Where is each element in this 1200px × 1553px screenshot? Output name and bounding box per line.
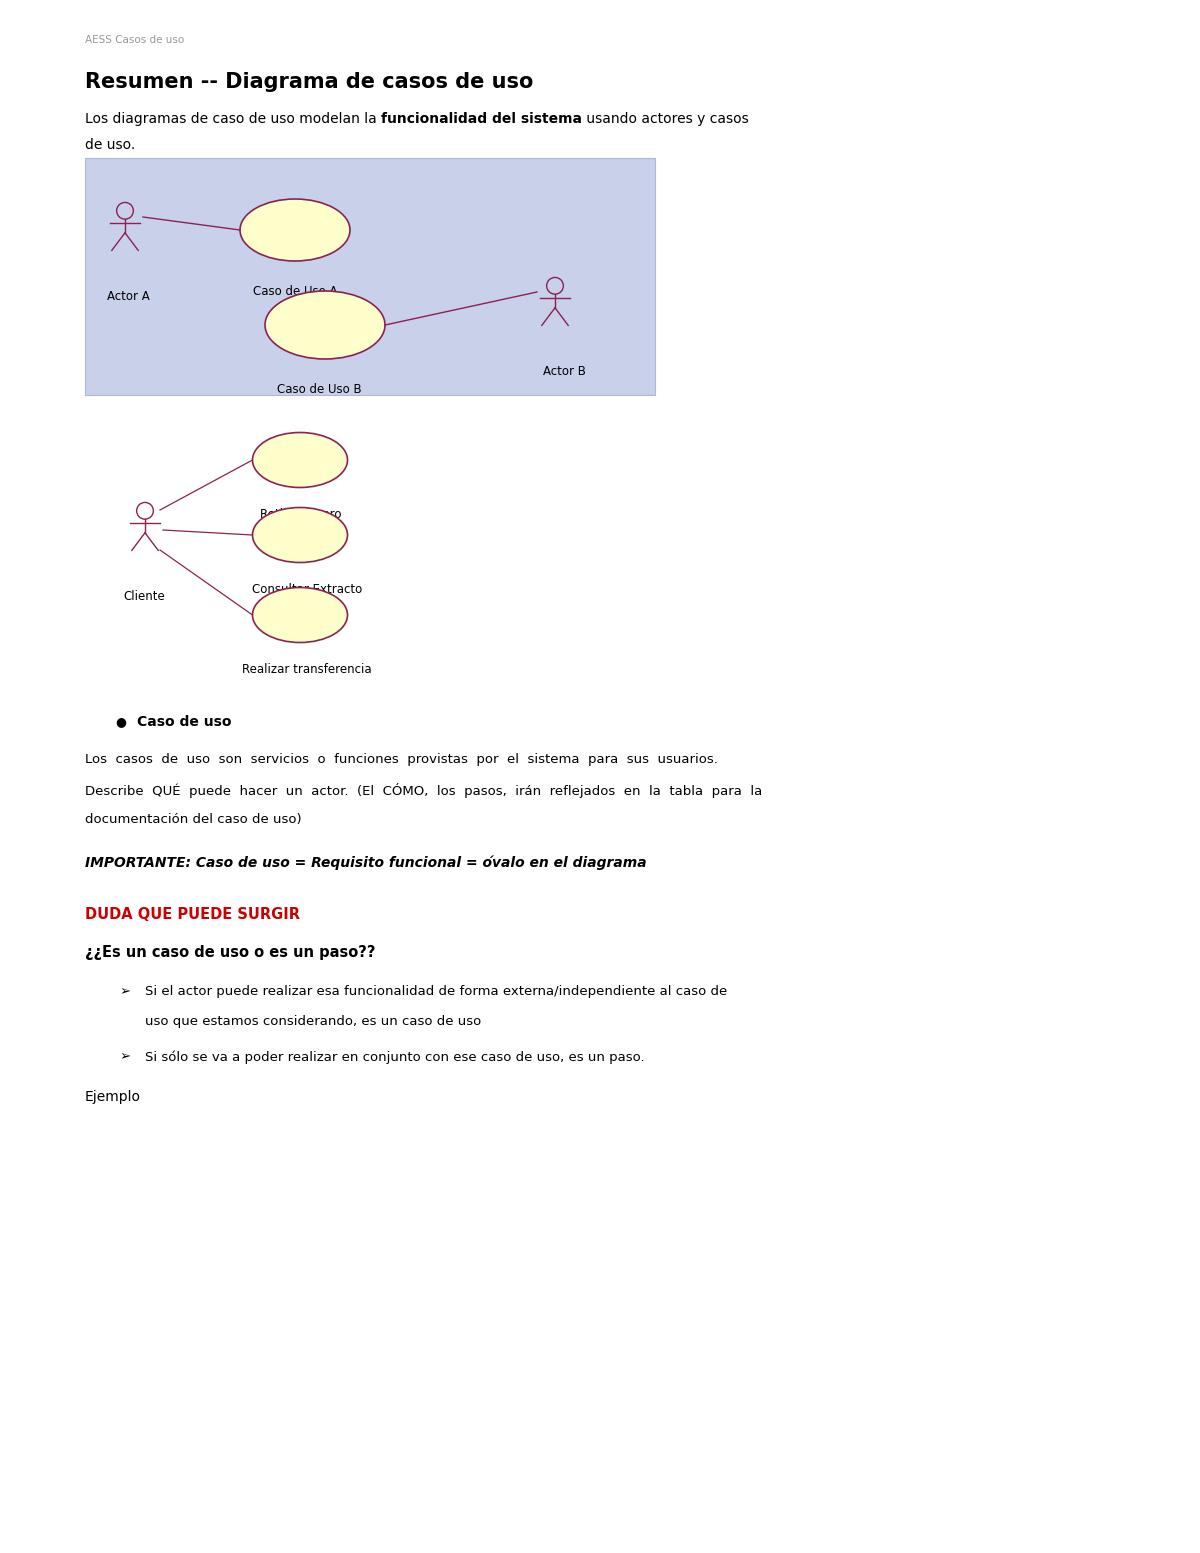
Text: de uso.: de uso. <box>85 138 136 152</box>
Text: Actor B: Actor B <box>542 365 586 377</box>
FancyBboxPatch shape <box>85 158 655 394</box>
Ellipse shape <box>252 508 348 562</box>
Text: Retirar dinero: Retirar dinero <box>260 508 342 520</box>
Text: Realizar transferencia: Realizar transferencia <box>242 663 372 676</box>
Text: Caso de Uso B: Caso de Uso B <box>277 384 361 396</box>
Text: Actor A: Actor A <box>107 290 150 303</box>
Text: IMPORTANTE: Caso de uso = Requisito funcional = óvalo en el diagrama: IMPORTANTE: Caso de uso = Requisito func… <box>85 856 647 870</box>
Text: DUDA QUE PUEDE SURGIR: DUDA QUE PUEDE SURGIR <box>85 907 300 922</box>
Ellipse shape <box>240 199 350 261</box>
Ellipse shape <box>252 587 348 643</box>
Text: Describe  QUÉ  puede  hacer  un  actor.  (El  CÓMO,  los  pasos,  irán  reflejad: Describe QUÉ puede hacer un actor. (El C… <box>85 783 762 798</box>
Text: Ejemplo: Ejemplo <box>85 1090 142 1104</box>
Text: AESS Casos de uso: AESS Casos de uso <box>85 36 185 45</box>
Text: funcionalidad del sistema: funcionalidad del sistema <box>382 112 582 126</box>
Text: Caso de Uso A: Caso de Uso A <box>253 286 337 298</box>
Text: ➢: ➢ <box>120 985 131 999</box>
Ellipse shape <box>265 290 385 359</box>
Text: Si sólo se va a poder realizar en conjunto con ese caso de uso, es un paso.: Si sólo se va a poder realizar en conju… <box>145 1050 644 1064</box>
Ellipse shape <box>252 432 348 488</box>
Text: Los  casos  de  uso  son  servicios  o  funciones  provistas  por  el  sistema  : Los casos de uso son servicios o funcion… <box>85 753 718 766</box>
Text: Si el actor puede realizar esa funcionalidad de forma externa/independiente al c: Si el actor puede realizar esa funcional… <box>145 985 727 999</box>
Text: usando actores y casos: usando actores y casos <box>582 112 749 126</box>
Text: documentación del caso de uso): documentación del caso de uso) <box>85 814 301 826</box>
Text: ●: ● <box>115 714 126 728</box>
Text: Cliente: Cliente <box>124 590 164 603</box>
Text: ¿¿Es un caso de uso o es un paso??: ¿¿Es un caso de uso o es un paso?? <box>85 944 376 960</box>
Text: Consultar Extracto: Consultar Extracto <box>252 582 362 596</box>
Text: ➢: ➢ <box>120 1050 131 1062</box>
Text: Caso de uso: Caso de uso <box>137 714 232 728</box>
Text: Resumen -- Diagrama de casos de uso: Resumen -- Diagrama de casos de uso <box>85 71 533 92</box>
Text: uso que estamos considerando, es un caso de uso: uso que estamos considerando, es un caso… <box>145 1016 481 1028</box>
Text: Los diagramas de caso de uso modelan la: Los diagramas de caso de uso modelan la <box>85 112 382 126</box>
